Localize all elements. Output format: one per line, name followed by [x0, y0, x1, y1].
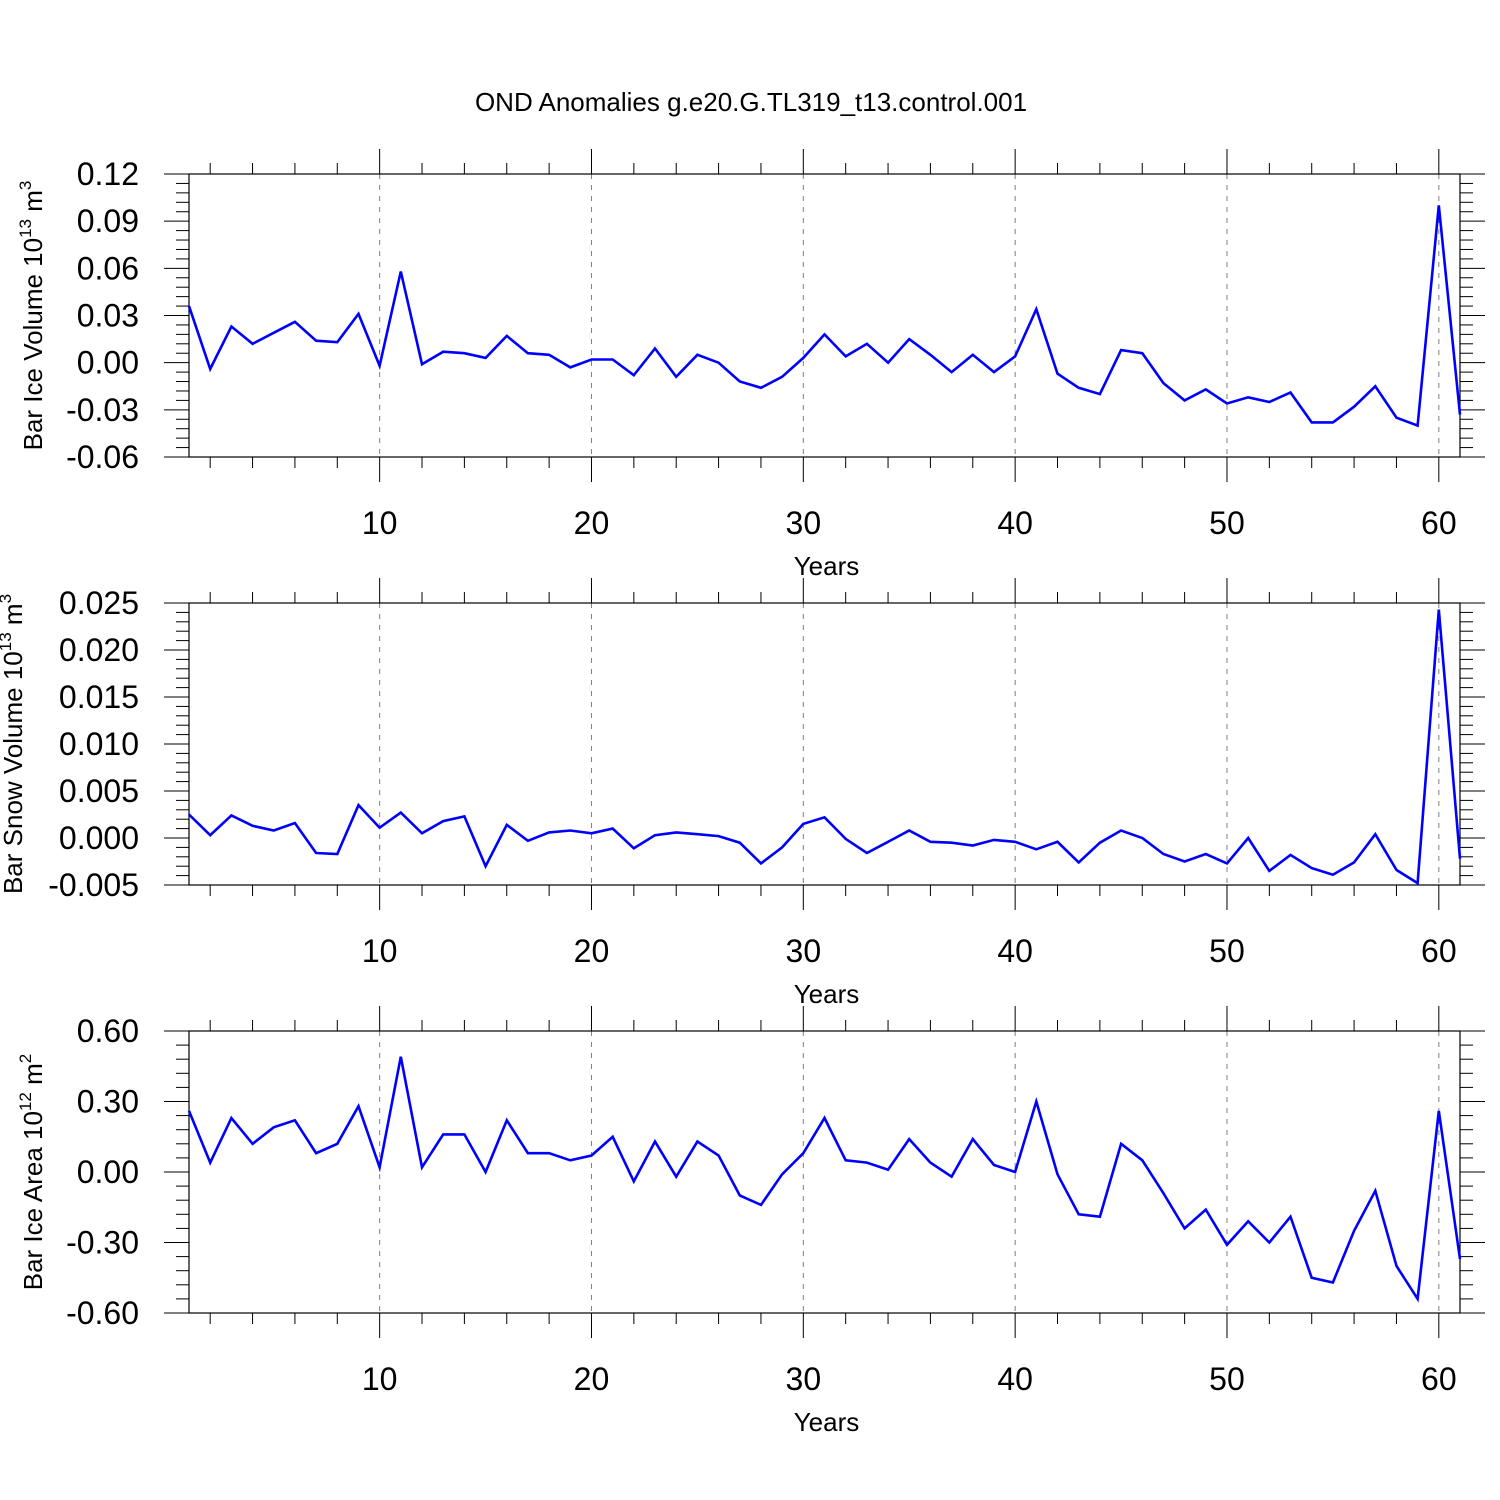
x-tick-label: 60 [1421, 933, 1457, 969]
plot-frame [188, 173, 1461, 458]
x-tick-label: 20 [574, 1361, 610, 1397]
y-axis-label: Bar Ice Volume 1013 m3 [16, 181, 48, 451]
chart-panel-2: 10 20 30 40 50 60 -0.005 0.000 0.005 0.010 0.015 0.… [0, 578, 1485, 1009]
x-tick-label: 50 [1209, 1361, 1245, 1397]
x-tick-label: 40 [997, 1361, 1033, 1397]
chart-panel-1: 10 20 30 40 50 60 -0.06 -0.03 0.00 0.03 0.06 0.09 0.… [16, 149, 1485, 581]
x-tick-label: 20 [574, 933, 610, 969]
y-tick-label: 0.06 [77, 250, 139, 286]
x-tick-label: 30 [786, 1361, 822, 1397]
y-tick-label: 0.010 [59, 726, 139, 762]
series-line [187, 205, 1462, 428]
y-tick-label: 0.60 [77, 1013, 139, 1049]
y-tick-label: -0.30 [66, 1225, 139, 1261]
x-axis-label: Years [794, 979, 860, 1009]
x-tick-label: 30 [786, 933, 822, 969]
plot-frame [188, 1030, 1461, 1314]
series-line [188, 609, 1462, 886]
plot-frame [188, 602, 1461, 886]
y-tick-label: 0.000 [59, 820, 139, 856]
x-tick-label: 10 [362, 933, 398, 969]
series-line [187, 1056, 1462, 1303]
y-tick-label: 0.025 [59, 585, 139, 621]
x-tick-label: 50 [1209, 505, 1245, 541]
x-tick-label: 50 [1209, 933, 1245, 969]
x-tick-label: 60 [1421, 1361, 1457, 1397]
y-tick-label: 0.00 [77, 1154, 139, 1190]
x-tick-label: 20 [574, 505, 610, 541]
y-tick-label: 0.30 [77, 1084, 139, 1120]
y-axis-label: Bar Ice Area 1012 m2 [16, 1054, 48, 1291]
y-tick-label: 0.020 [59, 632, 139, 668]
y-axis-label: Bar Snow Volume 1013 m3 [0, 594, 28, 894]
y-tick-label: 0.00 [77, 345, 139, 381]
x-tick-label: 40 [997, 505, 1033, 541]
y-tick-label: -0.03 [66, 392, 139, 428]
x-tick-label: 30 [786, 505, 822, 541]
x-axis-label: Years [794, 551, 860, 581]
x-tick-label: 10 [362, 1361, 398, 1397]
figure-title: OND Anomalies g.e20.G.TL319_t13.control.… [475, 87, 1027, 117]
y-tick-label: -0.005 [48, 867, 139, 903]
x-tick-label: 60 [1421, 505, 1457, 541]
y-tick-label: 0.005 [59, 773, 139, 809]
y-tick-label: 0.09 [77, 203, 139, 239]
y-tick-label: 0.015 [59, 679, 139, 715]
y-tick-label: 0.12 [77, 156, 139, 192]
x-axis-label: Years [794, 1407, 860, 1437]
x-tick-label: 10 [362, 505, 398, 541]
y-tick-label: -0.60 [66, 1295, 139, 1331]
y-tick-label: 0.03 [77, 298, 139, 334]
chart-panel-3: 10 20 30 40 50 60 -0.60 -0.30 0.00 0.30 0.60 Years B… [16, 1006, 1485, 1437]
x-tick-label: 40 [997, 933, 1033, 969]
y-tick-label: -0.06 [66, 439, 139, 475]
